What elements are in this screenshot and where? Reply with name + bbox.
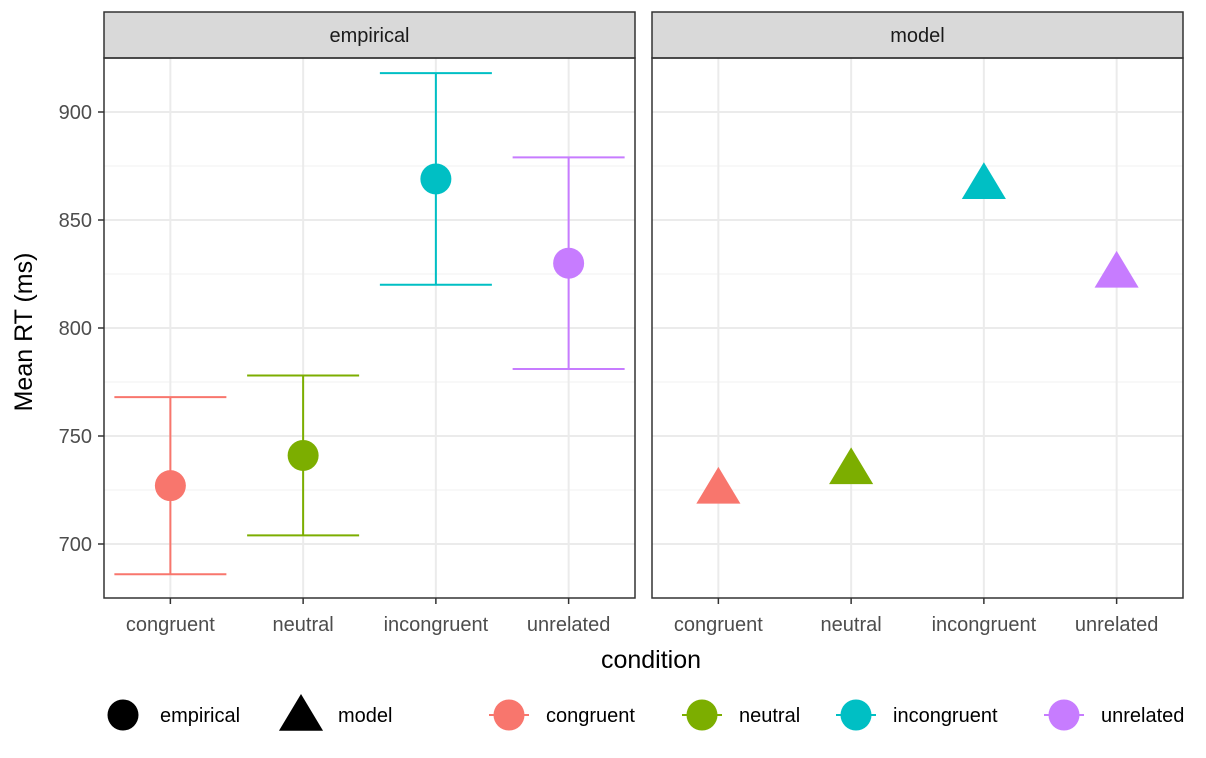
y-tick-label: 700 <box>59 534 92 556</box>
x-tick-label: unrelated <box>1075 614 1158 636</box>
legend-key-dot <box>493 699 525 731</box>
y-tick-label: 800 <box>59 318 92 340</box>
point-model-neutral <box>829 447 874 485</box>
x-tick-label: incongruent <box>384 614 489 636</box>
panel-empirical: empirical congruent neutral incongruent unre… <box>103 11 636 636</box>
point-empirical-unrelated <box>512 156 625 371</box>
legend-label: empirical <box>160 705 240 727</box>
point-marker <box>696 466 741 504</box>
legend-key-dot <box>840 699 872 731</box>
x-tick-label: neutral <box>273 614 334 636</box>
legend-key-triangle <box>278 694 324 731</box>
y-axis-title: Mean RT (ms) <box>10 253 38 412</box>
x-tick-label: neutral <box>821 614 882 636</box>
x-tick-label: congruent <box>674 614 763 636</box>
point-empirical-neutral <box>247 374 360 537</box>
legend-shape-empirical: empirical <box>107 699 240 731</box>
panel-border <box>651 57 1184 599</box>
legend-shape-model: model <box>278 694 392 731</box>
point-empirical-congruent <box>114 396 227 576</box>
strip-background <box>651 11 1184 59</box>
legend-key-dot <box>686 699 718 731</box>
point-marker <box>961 162 1006 200</box>
legend-label: incongruent <box>893 705 998 727</box>
point-marker <box>829 447 874 485</box>
point-model-congruent <box>696 466 741 504</box>
panel-model: model congruent neutral incongruent unrelate… <box>651 11 1184 636</box>
point-empirical-incongruent <box>379 72 492 286</box>
point-marker <box>553 247 585 279</box>
x-axis-title: condition <box>601 646 701 674</box>
legend-key-circle <box>107 699 139 731</box>
x-tick-label: unrelated <box>527 614 610 636</box>
point-marker <box>287 439 319 471</box>
y-tick-label: 750 <box>59 426 92 448</box>
legend-label: unrelated <box>1101 705 1184 727</box>
point-marker <box>154 470 186 502</box>
y-tick-label: 900 <box>59 102 92 124</box>
strip-background <box>103 11 636 59</box>
x-tick-label: incongruent <box>932 614 1037 636</box>
legend-label: model <box>338 705 392 727</box>
legend: empirical model congruent neutral incongruen… <box>107 694 1184 731</box>
y-tick-label: 850 <box>59 210 92 232</box>
legend-label: congruent <box>546 705 635 727</box>
legend-color-neutral: neutral <box>682 699 800 731</box>
x-tick-label: congruent <box>126 614 215 636</box>
panels: empirical congruent neutral incongruent unre… <box>103 11 1184 636</box>
strip-label: model <box>890 25 944 47</box>
point-marker <box>420 163 452 195</box>
legend-color-incongruent: incongruent <box>836 699 998 731</box>
strip-label: empirical <box>329 25 409 47</box>
point-model-unrelated <box>1094 250 1139 288</box>
y-axis: 700 750 800 850 900 <box>59 102 104 556</box>
legend-color-congruent: congruent <box>489 699 635 731</box>
point-model-incongruent <box>961 162 1006 200</box>
point-marker <box>1094 250 1139 288</box>
legend-key-dot <box>1048 699 1080 731</box>
legend-color-unrelated: unrelated <box>1044 699 1184 731</box>
legend-label: neutral <box>739 705 800 727</box>
